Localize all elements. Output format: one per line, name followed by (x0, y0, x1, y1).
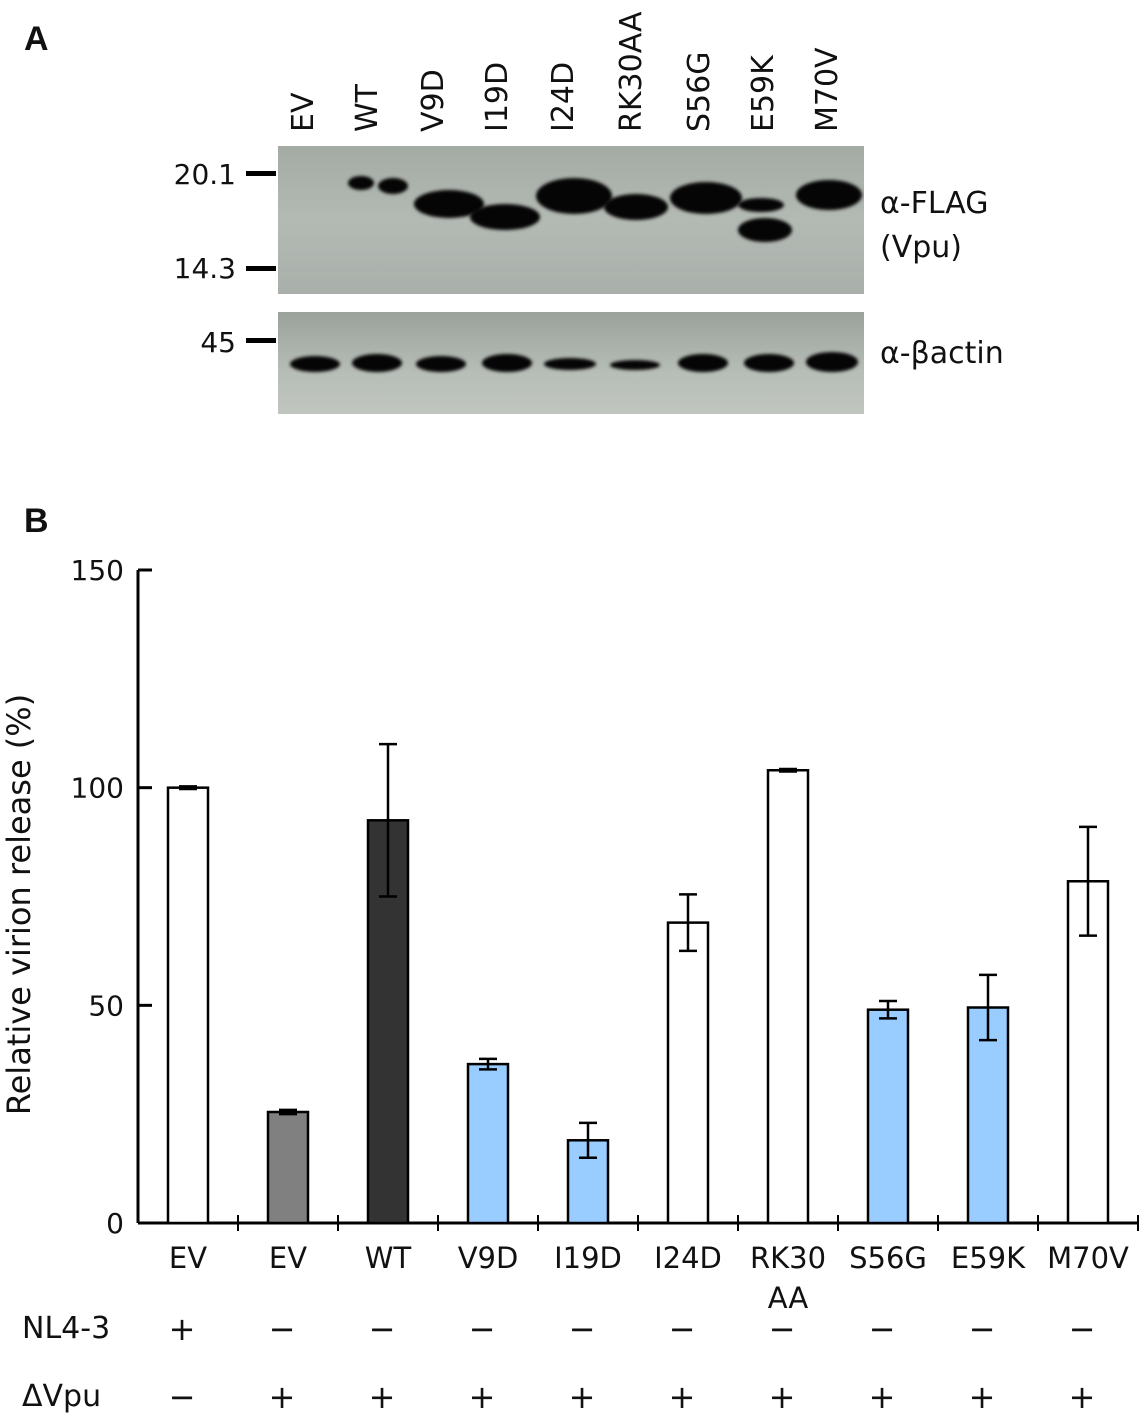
actin-band-v9d (416, 356, 466, 372)
band-i24d (536, 178, 612, 214)
condition-value: − (869, 1310, 896, 1348)
condition-value: − (169, 1378, 196, 1414)
category-label: I24D (654, 1241, 722, 1275)
panel-b-letter: B (24, 502, 49, 540)
marker-tick-14-3 (246, 266, 276, 271)
condition-value: − (669, 1310, 696, 1348)
category-label: V9D (458, 1241, 519, 1275)
category-label: S56G (849, 1241, 927, 1275)
bar (666, 921, 710, 1225)
band-e59k-lower (738, 218, 792, 242)
condition-value: − (369, 1310, 396, 1348)
flag-label: α-FLAG (Vpu) (880, 182, 989, 270)
category-label: E59K (951, 1241, 1026, 1275)
actin-band-ev (290, 356, 340, 372)
condition-value: − (469, 1310, 496, 1348)
bar (1066, 880, 1110, 1225)
bar (466, 1062, 510, 1225)
bar (266, 1110, 310, 1225)
bar (966, 1006, 1010, 1225)
condition-value: + (969, 1378, 996, 1414)
flag-label-line1: α-FLAG (880, 186, 989, 221)
marker-tick-45 (246, 338, 276, 343)
actin-band-rk30aa (610, 360, 660, 370)
y-tick-label: 0 (106, 1207, 124, 1240)
actin-label: α-βactin (880, 336, 1004, 371)
category-label: EV (269, 1241, 307, 1275)
condition-value: − (1069, 1310, 1096, 1348)
condition-value: − (969, 1310, 996, 1348)
actin-blot (278, 312, 864, 414)
bar (866, 1008, 910, 1225)
actin-band-e59k (744, 354, 794, 372)
band-e59k-upper (738, 198, 784, 212)
actin-band-i24d (544, 358, 596, 370)
category-label: EV (169, 1241, 207, 1275)
condition-value: − (569, 1310, 596, 1348)
actin-band-i19d (482, 354, 532, 372)
condition-value: + (469, 1378, 496, 1414)
actin-band-wt (352, 354, 402, 372)
condition-value: + (269, 1378, 296, 1414)
y-axis-label: Relative virion release (%) (0, 694, 38, 1115)
condition-value: + (769, 1378, 796, 1414)
condition-value: + (1069, 1378, 1096, 1414)
bar (166, 786, 210, 1225)
flag-blot (278, 146, 864, 294)
condition-label: ΔVpu (22, 1379, 101, 1414)
condition-label: NL4-3 (22, 1311, 110, 1346)
bar (766, 769, 810, 1225)
y-tick-label: 50 (88, 989, 124, 1022)
marker-14-3: 14.3 (173, 252, 236, 285)
condition-value: + (669, 1378, 696, 1414)
flag-label-line2: (Vpu) (880, 230, 962, 265)
band-s56g (670, 182, 742, 214)
condition-value: + (369, 1378, 396, 1414)
marker-20-1: 20.1 (173, 158, 236, 191)
condition-value: − (769, 1310, 796, 1348)
y-tick-label: 100 (71, 772, 124, 805)
band-wt-2 (378, 178, 408, 194)
actin-band-s56g (678, 354, 728, 372)
y-tick-label: 150 (71, 554, 124, 587)
band-wt-1 (348, 176, 374, 190)
band-rk30aa (604, 194, 668, 220)
condition-value: + (869, 1378, 896, 1414)
category-label: I19D (554, 1241, 622, 1275)
condition-value: + (569, 1378, 596, 1414)
category-label: WT (365, 1241, 412, 1275)
category-label: AA (768, 1281, 809, 1315)
marker-45: 45 (200, 326, 236, 359)
actin-band-m70v (806, 352, 858, 372)
band-m70v (796, 180, 862, 210)
category-label: RK30 (750, 1241, 826, 1275)
bar (366, 819, 410, 1225)
panel-a-letter: A (24, 20, 49, 58)
marker-tick-20-1 (246, 171, 276, 176)
condition-value: − (269, 1310, 296, 1348)
condition-value: + (169, 1310, 196, 1348)
category-label: M70V (1047, 1241, 1129, 1275)
band-i19d (470, 204, 540, 230)
